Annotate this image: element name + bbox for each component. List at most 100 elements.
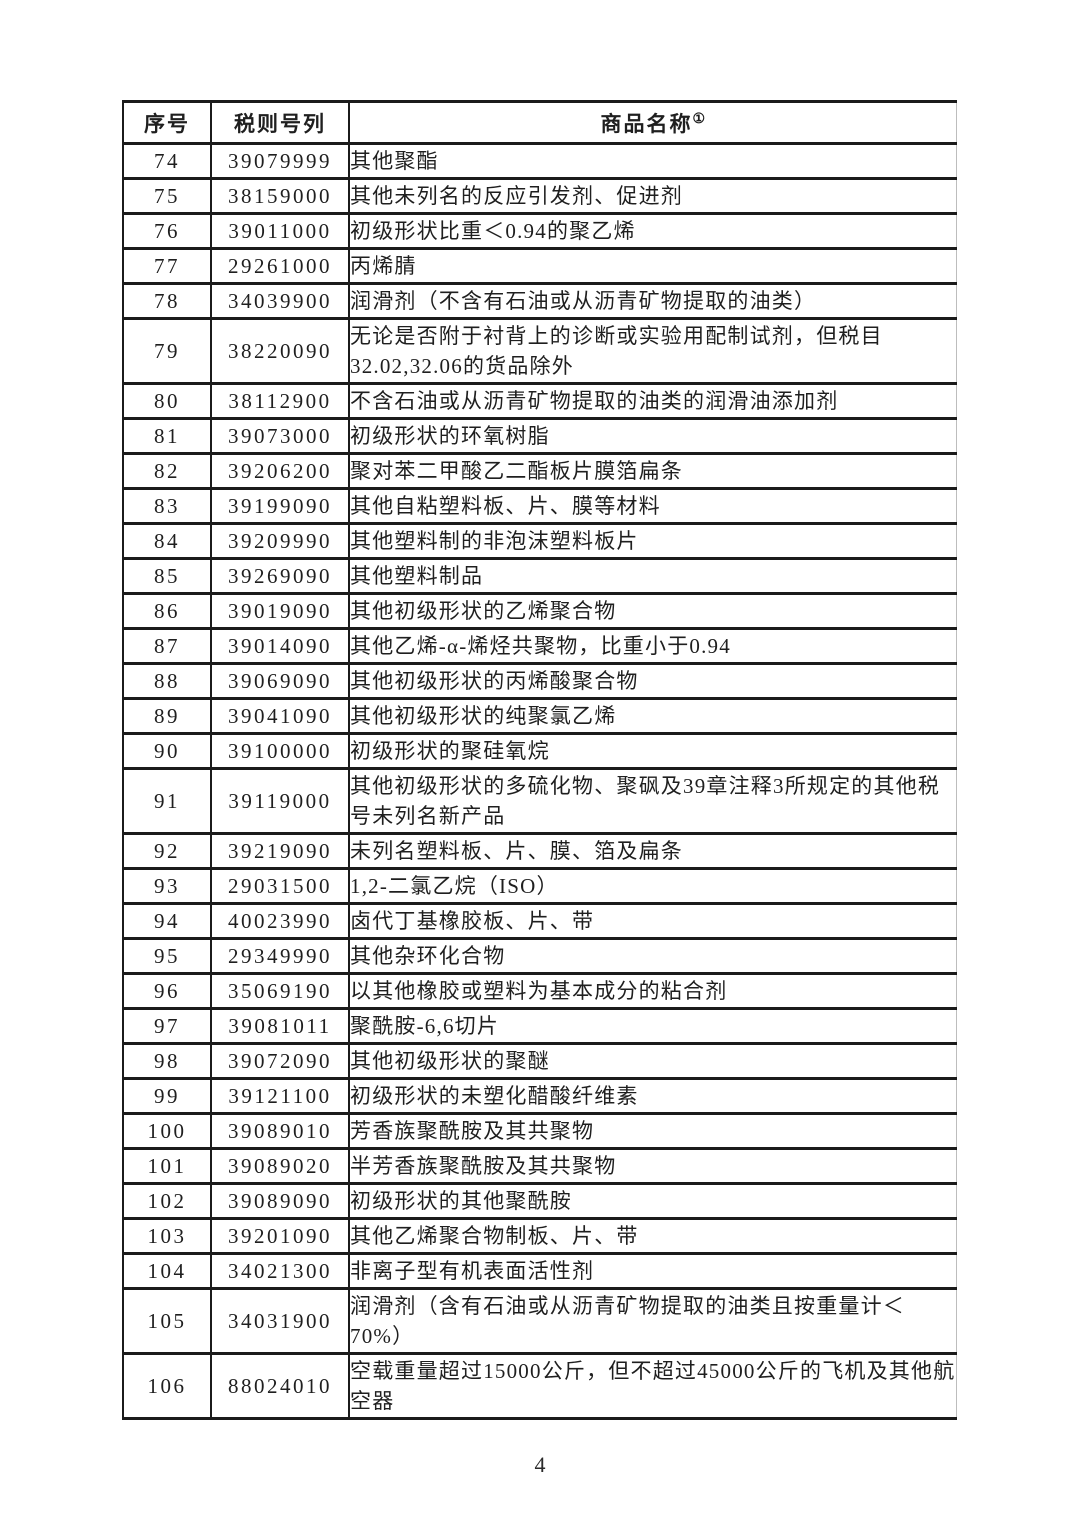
row-index-cell: 98 [122, 1042, 212, 1080]
table-header-row: 序号 税则号列 商品名称① [122, 100, 957, 145]
product-name-cell: 卤代丁基橡胶板、片、带 [348, 902, 957, 940]
product-name-cell: 其他初级形状的聚醚 [348, 1042, 957, 1080]
tariff-code-cell: 39019090 [210, 592, 350, 630]
row-index-cell: 90 [122, 732, 212, 770]
tariff-code-cell: 39206200 [210, 452, 350, 490]
table-row: 95 29349990 其他杂环化合物 [122, 937, 957, 975]
row-index-cell: 84 [122, 522, 212, 560]
table-row: 87 39014090 其他乙烯-α-烯烃共聚物，比重小于0.94 [122, 627, 957, 665]
table-row: 85 39269090 其他塑料制品 [122, 557, 957, 595]
row-index-cell: 102 [122, 1182, 212, 1220]
row-index-cell: 82 [122, 452, 212, 490]
table-row: 76 39011000 初级形状比重＜0.94的聚乙烯 [122, 212, 957, 250]
product-name-cell: 芳香族聚酰胺及其共聚物 [348, 1112, 957, 1150]
row-index-cell: 103 [122, 1217, 212, 1255]
table-row: 84 39209990 其他塑料制的非泡沫塑料板片 [122, 522, 957, 560]
table-row: 81 39073000 初级形状的环氧树脂 [122, 417, 957, 455]
row-index-cell: 105 [122, 1287, 212, 1355]
product-name-cell: 初级形状的未塑化醋酸纤维素 [348, 1077, 957, 1115]
row-index-cell: 88 [122, 662, 212, 700]
table-row: 106 88024010 空载重量超过15000公斤，但不超过45000公斤的飞机及… [122, 1352, 957, 1420]
row-index-cell: 106 [122, 1352, 212, 1420]
row-index-cell: 94 [122, 902, 212, 940]
tariff-code-cell: 39011000 [210, 212, 350, 250]
product-name-cell: 其他未列名的反应引发剂、促进剂 [348, 177, 957, 215]
product-name-cell: 初级形状的聚硅氧烷 [348, 732, 957, 770]
product-name-cell: 聚对苯二甲酸乙二酯板片膜箔扁条 [348, 452, 957, 490]
table-row: 77 29261000 丙烯腈 [122, 247, 957, 285]
tariff-code-cell: 34021300 [210, 1252, 350, 1290]
table-row: 75 38159000 其他未列名的反应引发剂、促进剂 [122, 177, 957, 215]
row-index-cell: 97 [122, 1007, 212, 1045]
table-body: 74 39079999 其他聚酯 75 38159000 其他未列名的反应引发剂、促进剂 7… [122, 142, 957, 1420]
row-index-cell: 80 [122, 382, 212, 420]
row-index-cell: 86 [122, 592, 212, 630]
table-row: 101 39089020 半芳香族聚酰胺及其共聚物 [122, 1147, 957, 1185]
tariff-code-cell: 39079999 [210, 142, 350, 180]
tariff-code-cell: 29261000 [210, 247, 350, 285]
tariff-code-cell: 38220090 [210, 317, 350, 385]
row-index-cell: 74 [122, 142, 212, 180]
tariff-code-cell: 39119000 [210, 767, 350, 835]
tariff-code-cell: 35069190 [210, 972, 350, 1010]
product-name-cell: 初级形状比重＜0.94的聚乙烯 [348, 212, 957, 250]
tariff-code-cell: 39219090 [210, 832, 350, 870]
table-row: 79 38220090 无论是否附于衬背上的诊断或实验用配制试剂，但税目 32.02… [122, 317, 957, 385]
table-row: 90 39100000 初级形状的聚硅氧烷 [122, 732, 957, 770]
footnote-marker: ① [692, 111, 706, 127]
tariff-code-cell: 34039900 [210, 282, 350, 320]
table-row: 82 39206200 聚对苯二甲酸乙二酯板片膜箔扁条 [122, 452, 957, 490]
product-name-cell: 聚酰胺-6,6切片 [348, 1007, 957, 1045]
table-row: 99 39121100 初级形状的未塑化醋酸纤维素 [122, 1077, 957, 1115]
header-product-name: 商品名称① [348, 100, 957, 145]
tariff-code-cell: 38112900 [210, 382, 350, 420]
tariff-code-cell: 39073000 [210, 417, 350, 455]
header-product-name-label: 商品名称 [600, 111, 693, 136]
row-index-cell: 76 [122, 212, 212, 250]
tariff-code-cell: 39069090 [210, 662, 350, 700]
row-index-cell: 83 [122, 487, 212, 525]
tariff-code-cell: 39209990 [210, 522, 350, 560]
table-row: 78 34039900 润滑剂（不含有石油或从沥青矿物提取的油类） [122, 282, 957, 320]
tariff-code-cell: 39041090 [210, 697, 350, 735]
tariff-code-cell: 34031900 [210, 1287, 350, 1355]
table-row: 74 39079999 其他聚酯 [122, 142, 957, 180]
product-name-cell: 非离子型有机表面活性剂 [348, 1252, 957, 1290]
table-row: 88 39069090 其他初级形状的丙烯酸聚合物 [122, 662, 957, 700]
product-name-cell: 1,2-二氯乙烷（ISO） [348, 867, 957, 905]
tariff-table: 序号 税则号列 商品名称① 74 39079999 其他聚酯 75 38159000 其他… [122, 100, 957, 1420]
product-name-cell: 初级形状的其他聚酰胺 [348, 1182, 957, 1220]
table-row: 94 40023990 卤代丁基橡胶板、片、带 [122, 902, 957, 940]
product-name-cell: 未列名塑料板、片、膜、箔及扁条 [348, 832, 957, 870]
tariff-code-cell: 40023990 [210, 902, 350, 940]
table-row: 102 39089090 初级形状的其他聚酰胺 [122, 1182, 957, 1220]
table-row: 89 39041090 其他初级形状的纯聚氯乙烯 [122, 697, 957, 735]
tariff-code-cell: 39100000 [210, 732, 350, 770]
table-row: 104 34021300 非离子型有机表面活性剂 [122, 1252, 957, 1290]
product-name-cell: 半芳香族聚酰胺及其共聚物 [348, 1147, 957, 1185]
row-index-cell: 89 [122, 697, 212, 735]
product-name-cell: 其他塑料制品 [348, 557, 957, 595]
table-row: 86 39019090 其他初级形状的乙烯聚合物 [122, 592, 957, 630]
product-name-cell: 润滑剂（不含有石油或从沥青矿物提取的油类） [348, 282, 957, 320]
header-index: 序号 [122, 100, 212, 145]
product-name-cell: 润滑剂（含有石油或从沥青矿物提取的油类且按重量计＜ 70%） [348, 1287, 957, 1355]
row-index-cell: 87 [122, 627, 212, 665]
product-name-cell: 其他乙烯聚合物制板、片、带 [348, 1217, 957, 1255]
tariff-code-cell: 29031500 [210, 867, 350, 905]
tariff-code-cell: 39089090 [210, 1182, 350, 1220]
row-index-cell: 93 [122, 867, 212, 905]
row-index-cell: 85 [122, 557, 212, 595]
tariff-code-cell: 38159000 [210, 177, 350, 215]
tariff-code-cell: 39072090 [210, 1042, 350, 1080]
tariff-code-cell: 39014090 [210, 627, 350, 665]
product-name-cell: 其他初级形状的丙烯酸聚合物 [348, 662, 957, 700]
product-name-cell: 初级形状的环氧树脂 [348, 417, 957, 455]
tariff-code-cell: 39201090 [210, 1217, 350, 1255]
tariff-code-cell: 39089010 [210, 1112, 350, 1150]
product-name-cell: 不含石油或从沥青矿物提取的油类的润滑油添加剂 [348, 382, 957, 420]
table-row: 92 39219090 未列名塑料板、片、膜、箔及扁条 [122, 832, 957, 870]
row-index-cell: 99 [122, 1077, 212, 1115]
table-row: 100 39089010 芳香族聚酰胺及其共聚物 [122, 1112, 957, 1150]
table-row: 97 39081011 聚酰胺-6,6切片 [122, 1007, 957, 1045]
